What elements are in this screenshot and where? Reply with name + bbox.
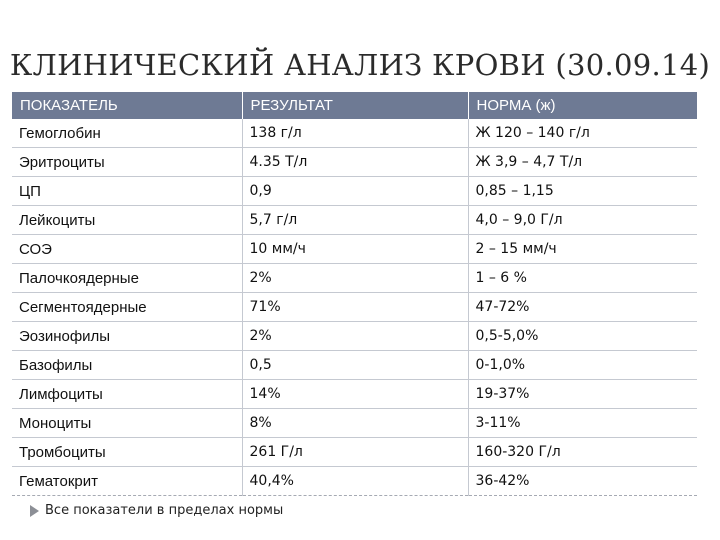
table-row: ЦП 0,9 0,85 – 1,15 <box>12 176 697 206</box>
norm-range: 1 – 6 % <box>468 263 697 293</box>
indicator-name: ЦП <box>12 176 243 206</box>
column-header-norm: НОРМА (ж) <box>468 92 697 119</box>
norm-range: Ж 3,9 – 4,7 Т/л <box>468 147 697 177</box>
indicator-name: Лейкоциты <box>12 205 243 235</box>
result-value: 10 мм/ч <box>242 234 469 264</box>
indicator-name: Палочкоядерные <box>12 263 243 293</box>
table-row: Гематокрит 40,4% 36-42% <box>12 466 697 496</box>
result-value: 14% <box>242 379 469 409</box>
indicator-name: Сегментоядерные <box>12 292 243 322</box>
result-value: 71% <box>242 292 469 322</box>
result-value: 5,7 г/л <box>242 205 469 235</box>
conclusion-note: Все показатели в пределах нормы <box>30 503 283 518</box>
table-row: Лимфоциты 14% 19-37% <box>12 379 697 409</box>
indicator-name: СОЭ <box>12 234 243 264</box>
bullet-arrow-icon <box>30 504 39 517</box>
norm-range: 47-72% <box>468 292 697 322</box>
result-value: 0,9 <box>242 176 469 206</box>
table-row: Лейкоциты 5,7 г/л 4,0 – 9,0 Г/л <box>12 205 697 235</box>
table-row: Базофилы 0,5 0-1,0% <box>12 350 697 380</box>
indicator-name: Моноциты <box>12 408 243 438</box>
norm-range: 0-1,0% <box>468 350 697 380</box>
indicator-name: Лимфоциты <box>12 379 243 409</box>
indicator-name: Гематокрит <box>12 466 243 496</box>
indicator-name: Эозинофилы <box>12 321 243 351</box>
result-value: 0,5 <box>242 350 469 380</box>
column-header-result: РЕЗУЛЬТАТ <box>242 92 469 119</box>
norm-range: 0,85 – 1,15 <box>468 176 697 206</box>
table-row: Палочкоядерные 2% 1 – 6 % <box>12 263 697 293</box>
table-row: Сегментоядерные 71% 47-72% <box>12 292 697 322</box>
norm-range: 2 – 15 мм/ч <box>468 234 697 264</box>
norm-range: 19-37% <box>468 379 697 409</box>
table-row: Тромбоциты 261 Г/л 160-320 Г/л <box>12 437 697 467</box>
result-value: 8% <box>242 408 469 438</box>
norm-range: 0,5-5,0% <box>468 321 697 351</box>
table-row: СОЭ 10 мм/ч 2 – 15 мм/ч <box>12 234 697 264</box>
norm-range: Ж 120 – 140 г/л <box>468 119 697 148</box>
result-value: 4.35 Т/л <box>242 147 469 177</box>
column-header-indicator: ПОКАЗАТЕЛЬ <box>12 92 243 119</box>
norm-range: 4,0 – 9,0 Г/л <box>468 205 697 235</box>
result-value: 261 Г/л <box>242 437 469 467</box>
table-row: Эритроциты 4.35 Т/л Ж 3,9 – 4,7 Т/л <box>12 147 697 177</box>
conclusion-text: Все показатели в пределах нормы <box>45 503 284 518</box>
result-value: 138 г/л <box>242 119 469 148</box>
slide-title: КЛИНИЧЕСКИЙ АНАЛИЗ КРОВИ (30.09.14) <box>9 48 711 82</box>
result-value: 2% <box>242 321 469 351</box>
indicator-name: Гемоглобин <box>12 119 243 148</box>
norm-range: 160-320 Г/л <box>468 437 697 467</box>
indicator-name: Эритроциты <box>12 147 243 177</box>
blood-test-table: ПОКАЗАТЕЛЬ РЕЗУЛЬТАТ НОРМА (ж) Гемоглоби… <box>12 92 697 496</box>
table-row: Эозинофилы 2% 0,5-5,0% <box>12 321 697 351</box>
result-value: 40,4% <box>242 466 469 496</box>
norm-range: 3-11% <box>468 408 697 438</box>
indicator-name: Базофилы <box>12 350 243 380</box>
indicator-name: Тромбоциты <box>12 437 243 467</box>
table-row: Гемоглобин 138 г/л Ж 120 – 140 г/л <box>12 119 697 148</box>
norm-range: 36-42% <box>468 466 697 496</box>
table-row: Моноциты 8% 3-11% <box>12 408 697 438</box>
result-value: 2% <box>242 263 469 293</box>
table-header-row: ПОКАЗАТЕЛЬ РЕЗУЛЬТАТ НОРМА (ж) <box>12 92 697 119</box>
